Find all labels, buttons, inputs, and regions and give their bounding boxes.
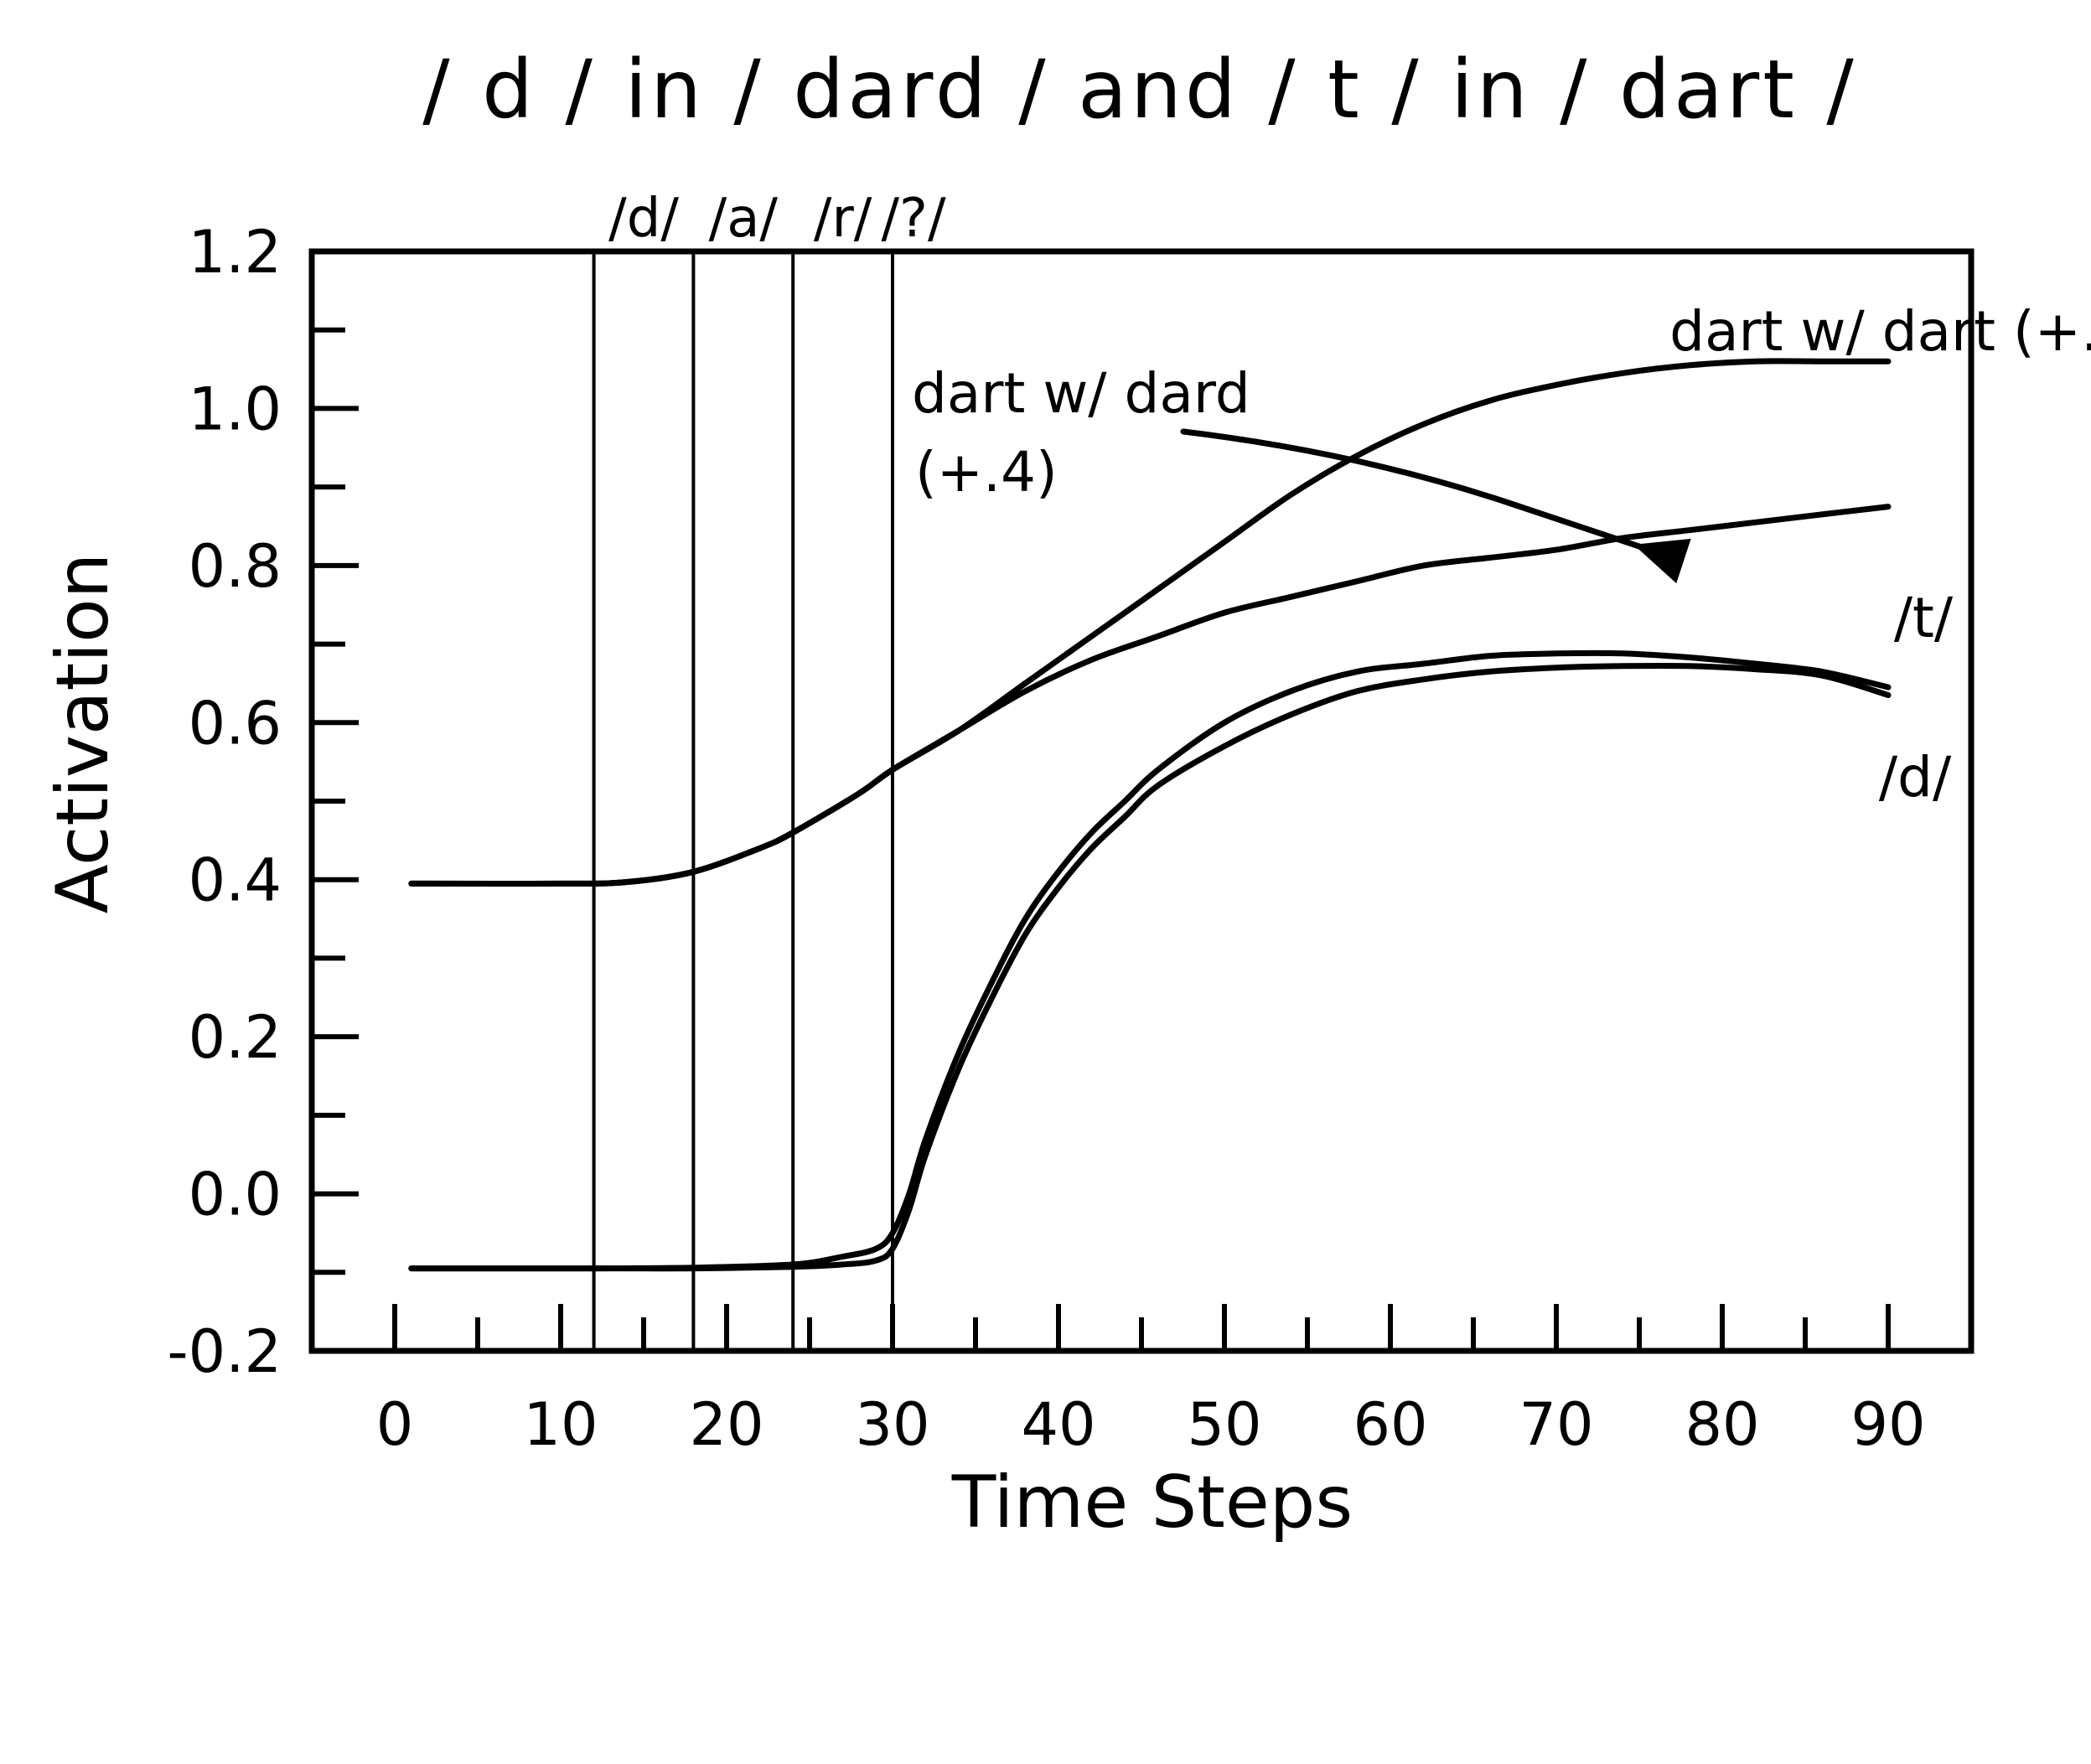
annotation-dart-with-dart: dart w/ dart (+.4): [1669, 299, 2091, 364]
x-tick-label: 90: [1850, 1390, 1925, 1459]
segment-labels: /d/ /a/ /r//?/: [608, 188, 946, 250]
y-tick-label: 0.8: [189, 532, 282, 601]
y-tick-label: 0.2: [189, 1003, 282, 1072]
x-tick-label: 60: [1353, 1390, 1427, 1459]
x-axis-title: Time Steps: [951, 1461, 1353, 1544]
x-tick-label: 0: [376, 1390, 414, 1459]
annotation-t: /t/: [1894, 586, 1954, 650]
x-tick-label: 80: [1685, 1390, 1759, 1459]
series-t-line: [408, 649, 1892, 1272]
series-dart-with-dart-line: [408, 358, 1892, 887]
series-annotations: dart w/ dart (+.4) dart w/ dard (+.4) /t/ /d…: [912, 299, 2091, 810]
x-axis-ticks: 0 10 20 30 40 50 60 70 80 90: [309, 1304, 1974, 1459]
segment-label: /a/: [709, 188, 779, 250]
annotation-dart-with-dard-weight: (+.4): [915, 440, 1058, 504]
y-tick-label: 0.6: [189, 689, 282, 758]
y-axis-title: Activation: [41, 553, 125, 914]
y-tick-label: 1.2: [189, 218, 282, 287]
x-tick-label: 50: [1187, 1390, 1261, 1459]
series-lines: [408, 358, 1892, 1272]
annotation-d: /d/: [1879, 745, 1952, 810]
chart-title: / d / in / dard / and / t / in / dart /: [422, 43, 1857, 137]
x-tick-label: 10: [523, 1390, 598, 1459]
segment-label: /d/: [608, 188, 679, 250]
series-d-line: [408, 662, 1892, 1272]
segment-label: /?/: [881, 188, 946, 250]
x-tick-label: 30: [855, 1390, 929, 1459]
series-dart-with-dard-line: [408, 504, 1892, 887]
segment-label: /r/: [814, 188, 872, 250]
annotation-arrow: [1180, 428, 1691, 584]
x-tick-label: 70: [1519, 1390, 1593, 1459]
annotation-dart-with-dard: dart w/ dard: [912, 361, 1250, 426]
y-tick-label: -0.2: [167, 1317, 282, 1386]
y-axis-ticks: -0.2 0.0 0.2 0.4 0.6 0.8 1.0 1.2: [167, 218, 359, 1386]
x-tick-label: 40: [1021, 1390, 1095, 1459]
segment-boundary-lines: [592, 251, 894, 1351]
x-tick-label: 20: [689, 1390, 763, 1459]
y-tick-label: 0.4: [189, 846, 282, 915]
y-tick-label: 1.0: [189, 375, 282, 443]
y-tick-label: 0.0: [189, 1161, 282, 1229]
